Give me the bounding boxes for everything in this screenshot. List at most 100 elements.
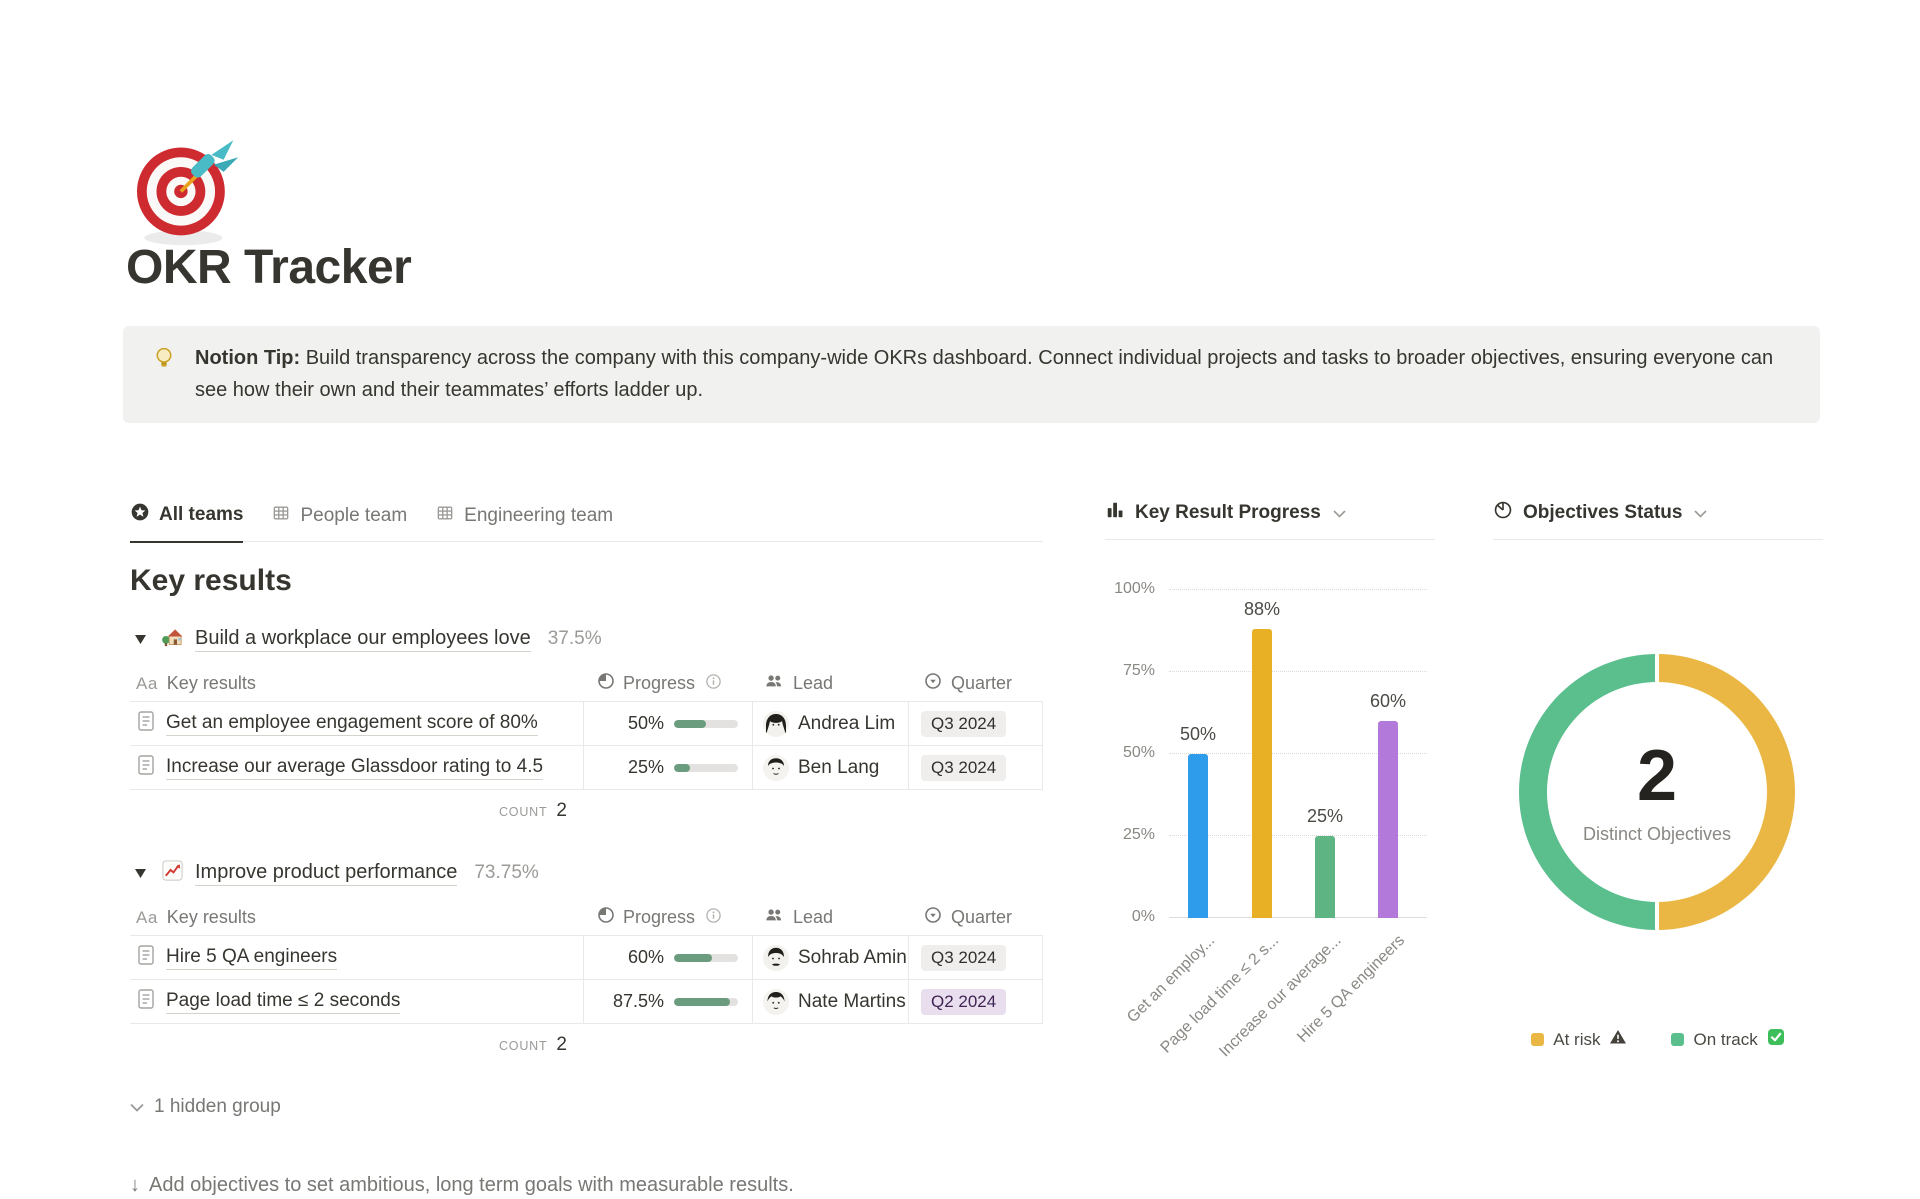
table-row: Hire 5 QA engineers 60% Sohrab Amin Q3 2… (130, 936, 1043, 980)
gridline (1169, 753, 1427, 754)
column-header-quarter[interactable]: Quarter (908, 906, 1043, 929)
progress-bar (674, 719, 738, 728)
title-property-icon: Aa (136, 907, 158, 927)
tab-label: Engineering team (464, 504, 614, 526)
key-result-name-cell: Hire 5 QA engineers (130, 936, 583, 979)
info-icon[interactable] (705, 907, 722, 929)
section-heading: Key results (130, 564, 292, 597)
table-header-row: Aa Key results Progress Lead (130, 666, 1043, 702)
tab-all-teams[interactable]: All teams (130, 502, 244, 543)
key-results-table: Aa Key results Progress Lead (130, 900, 1043, 1066)
column-header-lead[interactable]: Lead (752, 905, 908, 930)
distinct-objectives-label: Distinct Objectives (1582, 823, 1732, 844)
legend-item-at-risk[interactable]: At risk (1531, 1028, 1627, 1051)
chart-increasing-icon (161, 859, 184, 887)
y-axis-tick: 50% (1122, 744, 1155, 761)
rollup-property-icon (597, 906, 615, 929)
progress-cell: 60% (583, 936, 752, 979)
star-circle-icon (130, 502, 150, 528)
x-axis-tick: Hire 5 QA engineers (1294, 932, 1409, 1046)
quarter-badge: Q2 2024 (921, 988, 1007, 1015)
count-row: COUNT 2 (130, 790, 1043, 832)
avatar (763, 754, 789, 781)
key-result-link[interactable]: Page load time ≤ 2 seconds (166, 990, 401, 1014)
chevron-down-icon[interactable] (1333, 505, 1346, 523)
group-collapse-toggle-icon[interactable] (130, 863, 150, 883)
chevron-down-icon (130, 1096, 144, 1118)
key-result-link[interactable]: Get an employee engagement score of 80% (166, 712, 538, 736)
select-property-icon (924, 906, 942, 929)
lead-name: Ben Lang (798, 756, 880, 778)
table-row: Get an employee engagement score of 80% … (130, 702, 1043, 746)
count-value: 2 (556, 800, 567, 821)
count-calculation[interactable]: COUNT 2 (130, 800, 583, 822)
group-collapse-toggle-icon[interactable] (130, 629, 150, 649)
quarter-cell: Q3 2024 (908, 936, 1043, 979)
column-header-lead[interactable]: Lead (752, 671, 908, 696)
hidden-group-toggle[interactable]: 1 hidden group (130, 1096, 1043, 1118)
lead-name: Andrea Lim (798, 712, 896, 734)
tab-engineering-team[interactable]: Engineering team (435, 502, 613, 541)
count-label: COUNT (498, 1039, 548, 1053)
x-axis-tick: Increase our average... (1216, 932, 1346, 1061)
callout-text: Notion Tip: Build transparency across th… (195, 342, 1790, 406)
bar-2 (1315, 836, 1335, 918)
gridline (1169, 589, 1427, 590)
select-property-icon (924, 672, 942, 695)
y-axis-tick: 100% (1114, 580, 1155, 597)
legend-swatch (1671, 1033, 1685, 1046)
progress-value: 60% (627, 947, 664, 967)
quarter-badge: Q3 2024 (921, 710, 1007, 737)
key-results-panel: All teams People team Engineering team (130, 502, 1043, 1118)
group-title-link[interactable]: Build a workplace our employees love (195, 627, 531, 652)
title-property-icon: Aa (136, 673, 158, 693)
page-icon (136, 754, 156, 781)
count-label: COUNT (498, 805, 548, 819)
chevron-down-icon[interactable] (1694, 505, 1708, 523)
info-icon[interactable] (705, 673, 722, 695)
progress-bar (674, 763, 738, 772)
progress-value: 87.5% (612, 991, 664, 1011)
gridline (1169, 671, 1427, 672)
column-header-name[interactable]: Aa Key results (130, 907, 583, 928)
bar-value-label: 60% (1369, 691, 1407, 712)
group-percent: 37.5% (547, 628, 602, 649)
column-header-progress[interactable]: Progress (583, 672, 752, 695)
lead-name: Nate Martins (798, 990, 906, 1012)
page-title: OKR Tracker (126, 241, 412, 294)
page-emoji-target-icon[interactable] (126, 128, 248, 250)
view-tabs: All teams People team Engineering team (130, 502, 1043, 543)
people-icon (764, 671, 784, 696)
key-result-link[interactable]: Increase our average Glassdoor rating to… (166, 756, 544, 780)
bar-value-label: 25% (1306, 806, 1344, 826)
people-icon (764, 905, 784, 930)
lead-cell: Sohrab Amin (752, 936, 908, 979)
progress-cell: 50% (583, 702, 752, 745)
column-header-quarter[interactable]: Quarter (908, 672, 1043, 695)
table-view-icon (435, 503, 455, 529)
count-value: 2 (556, 1034, 567, 1055)
column-header-progress[interactable]: Progress (583, 906, 752, 929)
column-header-name[interactable]: Aa Key results (130, 673, 583, 694)
house-with-garden-icon (161, 625, 184, 653)
count-calculation[interactable]: COUNT 2 (130, 1034, 583, 1056)
key-result-link[interactable]: Hire 5 QA engineers (166, 946, 338, 970)
legend-item-on-track[interactable]: On track (1671, 1028, 1784, 1051)
tab-people-team[interactable]: People team (271, 502, 407, 541)
legend-label: On track (1693, 1029, 1758, 1049)
warning-icon (1609, 1029, 1627, 1050)
donut-legend: At risk On track (1493, 1028, 1823, 1051)
objective-group-workplace: Build a workplace our employees love 37.… (130, 625, 1043, 832)
key-result-name-cell: Page load time ≤ 2 seconds (130, 980, 583, 1023)
x-axis-tick: Page load time ≤ 2 s... (1157, 932, 1283, 1057)
bar-chart-plot: 0% 25% 50% 75% 100% 50% Get an employ... 88% Pag… (1114, 580, 1427, 1060)
quarter-badge: Q3 2024 (921, 754, 1007, 781)
progress-bar (674, 997, 738, 1006)
group-title-link[interactable]: Improve product performance (195, 861, 458, 886)
key-results-table: Aa Key results Progress Lead (130, 666, 1043, 832)
down-arrow-icon: ↓ (130, 1174, 140, 1196)
key-result-progress-chart: Key Result Progress 0% 25% 50% 75% 100% 50% Ge… (1105, 500, 1435, 1060)
key-result-name-cell: Get an employee engagement score of 80% (130, 702, 583, 745)
progress-value: 50% (627, 713, 664, 733)
column-header-label: Quarter (951, 907, 1013, 927)
